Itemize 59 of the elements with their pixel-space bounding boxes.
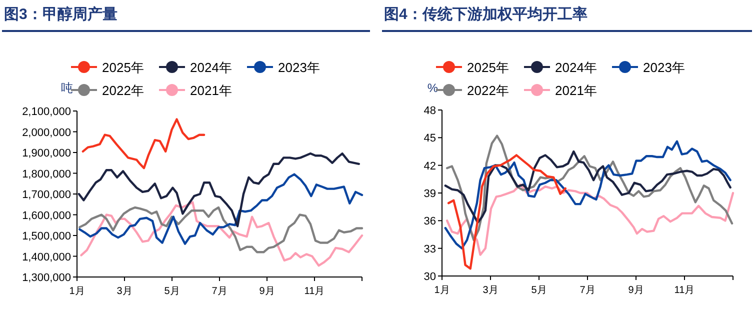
legend-label: 2023年 bbox=[278, 60, 320, 75]
legend-item: 2022年 bbox=[436, 83, 509, 98]
y-tick-label: 2,100,000 bbox=[22, 106, 71, 118]
legend-item: 2024年 bbox=[159, 60, 232, 75]
y-tick-label: 48 bbox=[424, 105, 436, 117]
line-series bbox=[78, 152, 360, 228]
y-tick-label: 39 bbox=[424, 188, 436, 200]
legend-item: 2025年 bbox=[436, 60, 509, 75]
chart-title: 图4：传统下游加权平均开工率 bbox=[384, 5, 588, 23]
x-tick-label: 1月 bbox=[434, 285, 450, 296]
legend-item: 2023年 bbox=[247, 60, 320, 75]
y-tick-label: 42 bbox=[424, 160, 436, 172]
legend-item: 2022年 bbox=[71, 83, 144, 98]
y-tick-label: 1,900,000 bbox=[22, 148, 71, 160]
line-series bbox=[444, 150, 732, 224]
legend-label: 2025年 bbox=[102, 60, 144, 75]
line-series bbox=[80, 201, 364, 267]
x-tick-label: 5月 bbox=[531, 285, 547, 296]
y-tick-label: 33 bbox=[424, 243, 436, 256]
x-tick-label: 3月 bbox=[116, 286, 132, 297]
x-tick-label: 5月 bbox=[164, 286, 180, 297]
y-tick-label: 1,600,000 bbox=[22, 210, 71, 222]
line-series bbox=[78, 206, 364, 254]
y-tick-label: 2,000,000 bbox=[22, 126, 71, 139]
y-tick-label: 45 bbox=[424, 132, 436, 145]
legend-label: 2025年 bbox=[467, 60, 509, 75]
y-tick-label: 1,300,000 bbox=[22, 272, 71, 284]
y-axis-title: 吨 bbox=[61, 81, 73, 95]
y-tick-label: 1,700,000 bbox=[22, 189, 71, 201]
y-tick-label: 1,800,000 bbox=[22, 168, 71, 180]
legend-item: 2021年 bbox=[159, 83, 232, 98]
x-tick-label: 9月 bbox=[628, 285, 644, 296]
line-series bbox=[78, 173, 364, 245]
legend-label: 2022年 bbox=[467, 83, 509, 98]
line-series bbox=[82, 118, 206, 170]
legend-item: 2021年 bbox=[524, 83, 597, 98]
line-series bbox=[446, 184, 734, 256]
y-tick-label: 36 bbox=[424, 216, 436, 228]
legend-item: 2024年 bbox=[524, 60, 597, 75]
legend-label: 2022年 bbox=[102, 83, 144, 98]
legend-label: 2024年 bbox=[555, 60, 597, 75]
y-tick-label: 30 bbox=[424, 271, 436, 283]
legend-label: 2024年 bbox=[190, 60, 232, 75]
legend-label: 2021年 bbox=[190, 83, 232, 98]
legend-item: 2023年 bbox=[612, 60, 685, 75]
legend-label: 2023年 bbox=[643, 60, 685, 75]
chart-title: 图3：甲醇周产量 bbox=[4, 6, 118, 23]
line-series bbox=[447, 154, 567, 270]
x-tick-label: 11月 bbox=[304, 286, 325, 297]
x-tick-label: 7月 bbox=[212, 286, 228, 297]
x-tick-label: 9月 bbox=[259, 286, 275, 297]
y-tick-label: 1,400,000 bbox=[22, 251, 71, 264]
legend-label: 2021年 bbox=[555, 83, 597, 98]
legend-item: 2025年 bbox=[71, 60, 144, 75]
y-tick-label: 1,500,000 bbox=[22, 230, 71, 242]
x-tick-label: 3月 bbox=[482, 285, 498, 296]
x-tick-label: 7月 bbox=[580, 285, 596, 296]
x-tick-label: 1月 bbox=[69, 286, 85, 297]
x-tick-label: 11月 bbox=[674, 285, 695, 296]
